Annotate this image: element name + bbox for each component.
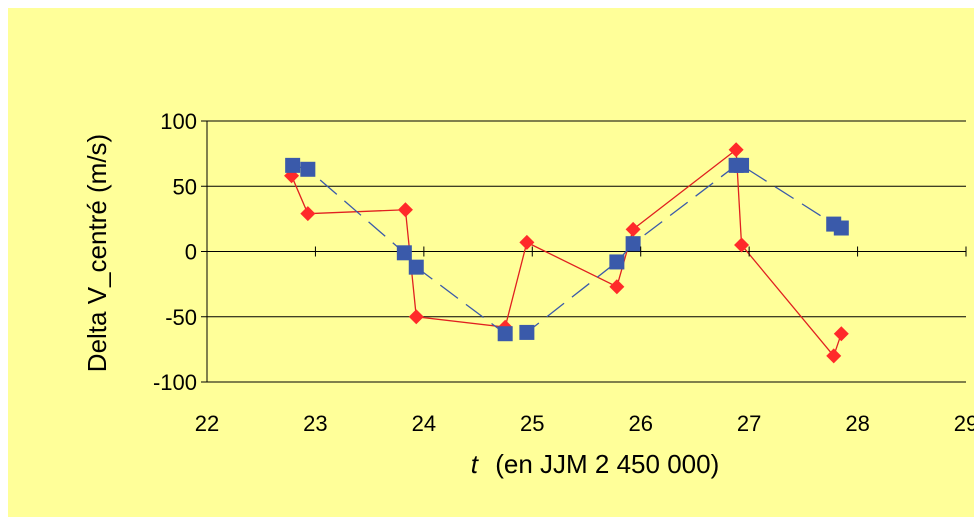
series-1 xyxy=(284,142,849,364)
data-point-square xyxy=(408,259,424,275)
x-tick-label: 27 xyxy=(737,411,761,436)
data-point-square xyxy=(734,157,750,173)
x-tick-label: 28 xyxy=(845,411,869,436)
data-point-square xyxy=(396,245,412,261)
data-point-diamond xyxy=(609,279,625,295)
y-axis-title: Delta V_centré (m/s) xyxy=(82,134,112,372)
data-point-diamond xyxy=(728,142,744,158)
data-point-diamond xyxy=(625,221,641,237)
y-tick-label: 100 xyxy=(160,109,197,134)
x-tick-label: 23 xyxy=(303,411,327,436)
data-point-square xyxy=(497,326,513,342)
series-line xyxy=(290,148,842,358)
data-point-square xyxy=(625,236,641,252)
data-point-diamond xyxy=(408,309,424,325)
data-point-square xyxy=(609,254,625,270)
data-point-diamond xyxy=(300,206,316,222)
gridlines xyxy=(207,120,966,383)
data-point-diamond xyxy=(826,348,842,364)
series-layer xyxy=(284,142,849,364)
data-point-diamond xyxy=(519,234,535,250)
x-axis-title: t (en JJM 2 450 000) xyxy=(471,449,719,479)
x-tick-label: 25 xyxy=(520,411,544,436)
data-point-square xyxy=(300,161,316,177)
data-point-square xyxy=(285,157,301,173)
x-axis-title-italic: t xyxy=(471,449,480,479)
series-2 xyxy=(285,157,849,342)
y-tick-label: -50 xyxy=(165,305,197,330)
x-axis-title-rest: (en JJM 2 450 000) xyxy=(495,449,719,479)
data-point-square xyxy=(519,324,535,340)
x-tick-label: 22 xyxy=(195,411,219,436)
data-point-square xyxy=(833,220,849,236)
y-tick-label: 50 xyxy=(173,174,197,199)
data-point-diamond xyxy=(397,202,413,218)
axes xyxy=(201,120,967,383)
x-tick-label: 29 xyxy=(954,411,974,436)
x-tick-label: 26 xyxy=(628,411,652,436)
data-point-diamond xyxy=(734,237,750,253)
series-line xyxy=(292,164,842,335)
y-tick-label: -100 xyxy=(153,370,197,395)
y-tick-label: 0 xyxy=(185,240,197,265)
x-tick-label: 24 xyxy=(412,411,436,436)
data-point-diamond xyxy=(833,326,849,342)
chart-area xyxy=(8,8,974,517)
tick-labels: 100 50 0 -50 -100 22 23 24 25 26 27 28 29 xyxy=(153,109,974,436)
